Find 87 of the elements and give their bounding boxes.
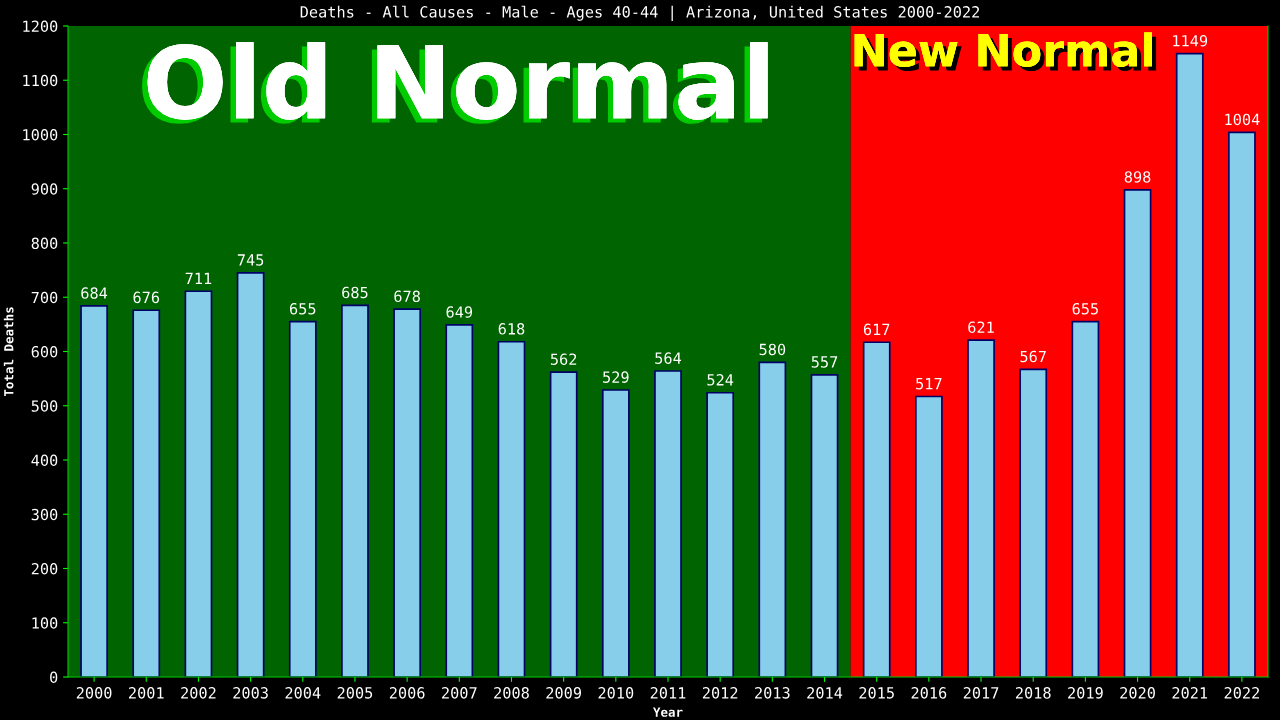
y-tick-label: 1200 [23, 20, 58, 33]
data-label: 655 [289, 302, 316, 315]
data-label: 617 [863, 323, 890, 336]
bar [1071, 320, 1100, 677]
x-tick-label: 2008 [494, 687, 529, 699]
x-tick-label: 2002 [181, 687, 216, 699]
data-label: 564 [655, 352, 682, 364]
x-tick-label: 2013 [755, 687, 790, 699]
y-tick-label: 1000 [23, 129, 58, 141]
y-tick-label: 400 [31, 454, 58, 467]
bar [497, 340, 526, 677]
bar [236, 272, 265, 677]
bar [445, 324, 474, 677]
band-label: Old Normal [142, 42, 768, 124]
data-label: 655 [1072, 302, 1098, 315]
y-tick-label: 600 [31, 346, 58, 358]
bar [80, 305, 108, 677]
data-label: 562 [550, 353, 577, 365]
x-tick-label: 2000 [76, 687, 112, 699]
x-tick-label: 2005 [337, 687, 373, 699]
x-tick-label: 2022 [1224, 687, 1260, 699]
x-tick-label: 2009 [546, 687, 582, 699]
x-tick-label: 2001 [129, 687, 164, 699]
bar [1228, 131, 1256, 677]
bar [288, 320, 317, 677]
data-label: 898 [1124, 171, 1151, 183]
x-axis-title: Year [653, 707, 683, 717]
y-tick-label: 300 [31, 508, 58, 521]
y-tick-label: 500 [31, 400, 58, 412]
chart-title: Deaths - All Causes - Male - Ages 40-44 | Arizona, United States 2000-2022 [300, 5, 980, 22]
x-tick-label: 2010 [598, 687, 634, 699]
data-label: 517 [916, 378, 942, 390]
bar [601, 389, 630, 677]
data-label: 676 [133, 291, 160, 304]
bar [1123, 188, 1152, 677]
bar [914, 395, 943, 677]
y-tick-label: 200 [31, 563, 58, 575]
y-axis-title: Total Deaths [3, 307, 14, 397]
x-tick-label: 2015 [859, 687, 894, 699]
data-label: 711 [185, 272, 212, 284]
band-label: New Normal [854, 32, 1157, 72]
bar [1019, 368, 1048, 677]
bar [184, 290, 213, 677]
data-label: 1004 [1225, 113, 1260, 126]
x-tick-label: 2021 [1172, 687, 1208, 699]
data-label: 567 [1020, 350, 1046, 363]
bar [393, 308, 422, 677]
bar [132, 309, 161, 677]
data-label: 649 [446, 306, 473, 318]
bar [967, 339, 995, 677]
x-tick-label: 2018 [1015, 687, 1051, 699]
x-tick-label: 2003 [233, 687, 268, 699]
y-tick-label: 100 [32, 617, 58, 629]
x-tick-label: 2006 [389, 687, 425, 699]
x-tick-label: 2007 [442, 687, 477, 699]
x-tick-label: 2020 [1120, 687, 1155, 699]
data-label: 621 [968, 321, 994, 333]
x-tick-label: 2011 [650, 687, 686, 699]
x-tick-label: 2012 [702, 687, 738, 699]
data-label: 557 [811, 356, 838, 368]
x-tick-label: 2014 [807, 687, 843, 699]
y-tick-label: 700 [31, 291, 58, 304]
bar [1175, 52, 1204, 677]
y-tick-label: 900 [31, 183, 58, 195]
data-label: 1149 [1173, 34, 1208, 47]
x-tick-label: 2004 [285, 687, 321, 699]
data-label: 678 [394, 290, 420, 303]
bar [862, 341, 891, 677]
bar [706, 391, 735, 677]
data-label: 685 [342, 286, 368, 299]
x-tick-label: 2019 [1068, 687, 1103, 699]
data-label: 524 [707, 374, 734, 386]
x-tick-label: 2017 [963, 687, 999, 699]
bar [810, 373, 839, 677]
y-tick-label: 0 [50, 671, 58, 684]
y-tick-label: 1100 [23, 74, 58, 87]
x-tick-label: 2016 [911, 687, 947, 699]
data-label: 684 [81, 287, 108, 299]
data-label: 580 [759, 343, 786, 356]
bar [549, 371, 578, 677]
bar [758, 361, 787, 677]
data-label: 745 [237, 254, 264, 266]
data-label: 529 [603, 371, 629, 383]
bar [654, 370, 682, 677]
data-label: 618 [498, 323, 525, 335]
bar [341, 304, 369, 677]
y-tick-label: 800 [31, 237, 58, 250]
